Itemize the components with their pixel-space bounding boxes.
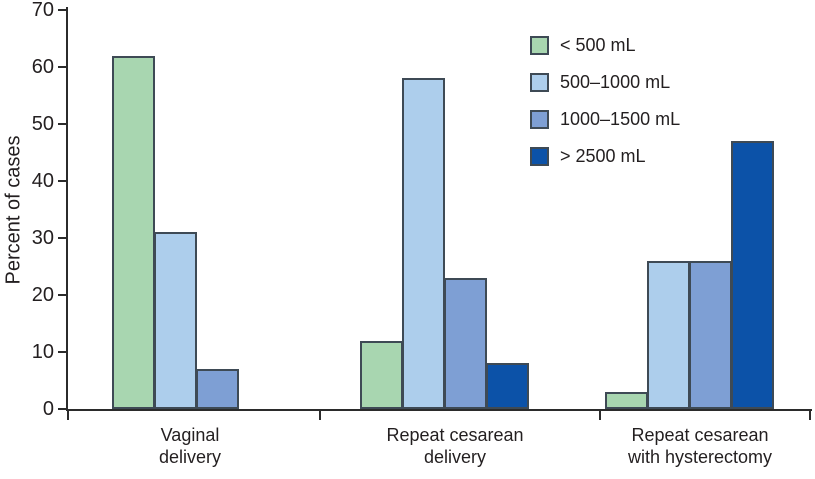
- bar-3-series-2: [647, 261, 690, 409]
- x-axis-line: [66, 409, 812, 411]
- bar-1-series-3: [196, 369, 239, 409]
- y-tick-label: 20: [31, 284, 54, 306]
- y-tick: [58, 9, 67, 11]
- legend-item: > 2500 mL: [530, 146, 680, 166]
- y-tick-label: 0: [42, 398, 54, 420]
- y-tick-label: 10: [31, 341, 54, 363]
- legend-label: > 2500 mL: [560, 146, 646, 166]
- x-tick: [319, 411, 321, 420]
- x-tick: [809, 411, 811, 420]
- bar-1-series-2: [154, 232, 197, 409]
- legend-swatch-gt-2500ml: [530, 147, 549, 166]
- y-tick: [58, 408, 67, 410]
- y-tick-label: 30: [31, 227, 54, 249]
- y-tick-label: 50: [31, 113, 54, 135]
- y-tick: [58, 66, 67, 68]
- bar-2-series-3: [444, 278, 487, 409]
- bar-3-series-3: [689, 261, 732, 409]
- bar-2-series-2: [402, 78, 445, 409]
- x-tick: [599, 411, 601, 420]
- bar-3-series-1: [605, 392, 648, 409]
- legend-swatch-500-1000ml: [530, 73, 549, 92]
- category-label: Repeat cesarean delivery: [386, 425, 524, 467]
- legend-swatch-1000-1500ml: [530, 110, 549, 129]
- y-tick: [58, 351, 67, 353]
- y-tick: [58, 180, 67, 182]
- y-axis-line: [66, 7, 68, 411]
- legend: < 500 mL 500–1000 mL 1000–1500 mL > 2500…: [530, 35, 681, 184]
- legend-item: < 500 mL: [530, 35, 680, 55]
- y-tick-label: 70: [31, 0, 54, 21]
- y-axis-title: Percent of cases: [2, 135, 25, 285]
- legend-item: 500–1000 mL: [530, 72, 680, 92]
- y-tick: [58, 237, 67, 239]
- y-tick-label: 40: [31, 170, 54, 192]
- x-tick: [67, 411, 69, 420]
- bar-2-series-1: [360, 341, 403, 409]
- y-tick: [58, 123, 67, 125]
- bar-2-series-4: [486, 363, 529, 409]
- y-tick: [58, 294, 67, 296]
- category-label: Repeat cesarean with hysterectomy: [627, 425, 773, 467]
- legend-label: 500–1000 mL: [560, 72, 671, 92]
- legend-item: 1000–1500 mL: [530, 109, 681, 129]
- legend-label: 1000–1500 mL: [560, 109, 681, 129]
- category-label: Vaginal delivery: [158, 425, 222, 467]
- y-tick-label: 60: [31, 56, 54, 78]
- legend-label: < 500 mL: [560, 35, 636, 55]
- bar-1-series-1: [112, 56, 155, 409]
- legend-swatch-lt-500ml: [530, 36, 549, 55]
- bar-3-series-4: [731, 141, 774, 409]
